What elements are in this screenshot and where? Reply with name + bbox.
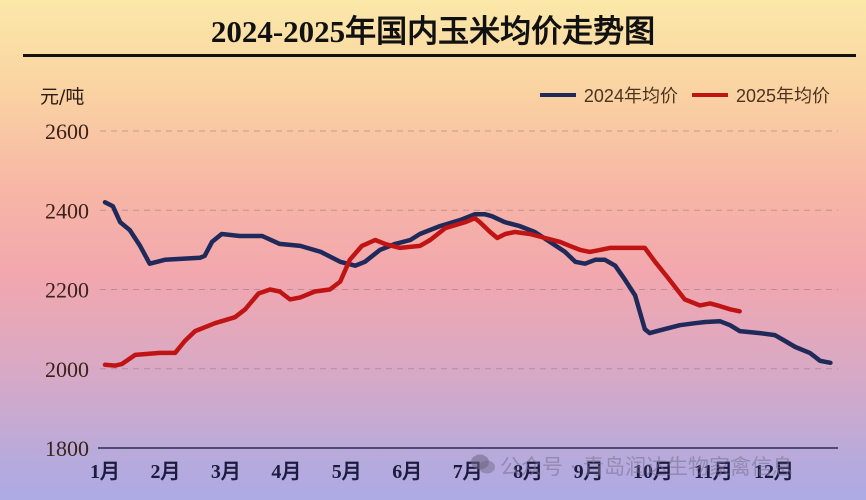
x-tick-label: 10月 (633, 461, 673, 483)
series-2024-line (102, 200, 833, 366)
legend: 2024年均价 2025年均价 (526, 82, 830, 108)
x-axis-ticks: 1月 2月 3月 4月 5月 6月 7月 8月 9月 10月 11月 12月 (90, 461, 794, 483)
wechat-icon (471, 454, 495, 474)
y-tick-label: 2000 (45, 357, 89, 382)
legend-label-2024: 2024年均价 (583, 86, 678, 106)
x-tick-label: 9月 (574, 461, 604, 483)
legend-swatch-2025 (691, 93, 728, 97)
legend-item-2024: 2024年均价 (539, 82, 678, 108)
legend-swatch-2024 (539, 93, 576, 97)
x-tick-label: 2月 (150, 461, 180, 483)
y-tick-label: 2200 (45, 278, 89, 303)
title-divider (23, 54, 856, 57)
x-tick-label: 11月 (694, 461, 733, 483)
series-2025-line (102, 215, 742, 368)
legend-item-2025: 2025年均价 (691, 82, 830, 108)
x-tick-label: 4月 (271, 461, 301, 483)
x-tick-label: 1月 (90, 461, 120, 483)
legend-label-2025: 2025年均价 (735, 86, 830, 106)
y-tick-label: 1800 (45, 436, 89, 461)
watermark-text: 公众号 · 青岛润达生物家禽信息 (500, 455, 794, 479)
y-axis-ticks: 1800 2000 2200 2400 2600 (45, 119, 89, 461)
x-tick-label: 3月 (211, 461, 241, 483)
chart-title: 2024-2025年国内玉米均价走势图 (210, 14, 656, 49)
x-tick-label: 6月 (392, 461, 422, 483)
y-tick-label: 2400 (45, 198, 89, 223)
y-axis-unit-label: 元/吨 (40, 86, 85, 108)
y-tick-label: 2600 (45, 119, 89, 144)
x-tick-label: 8月 (513, 461, 543, 483)
x-tick-label: 12月 (754, 461, 794, 483)
grid-lines (100, 130, 838, 370)
x-tick-label: 5月 (332, 461, 362, 483)
